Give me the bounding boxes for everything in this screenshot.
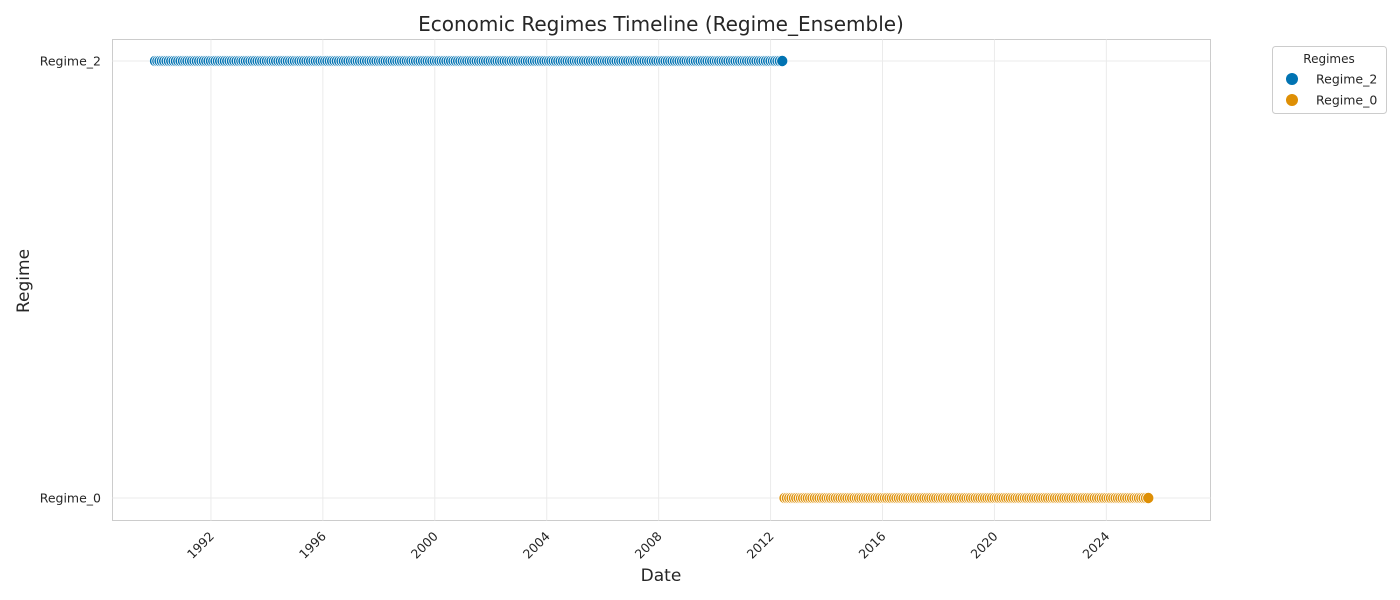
y-axis-label: Regime: [14, 249, 34, 313]
x-tick-label: 2020: [967, 528, 1000, 561]
legend-label-regime-0: Regime_0: [1316, 93, 1377, 108]
legend-label-regime-2: Regime_2: [1316, 72, 1377, 87]
x-tick-labels: 1992 1996 2000 2004 2008 2012 2016 2020 2024: [184, 528, 1113, 561]
x-tick-label: 2016: [856, 528, 889, 561]
data-point-regime-0: [1142, 491, 1155, 504]
x-tick-label: 1992: [184, 529, 217, 562]
chart-title: Economic Regimes Timeline (Regime_Ensemb…: [418, 12, 904, 36]
x-axis-label: Date: [641, 566, 682, 586]
legend: Regimes Regime_2 Regime_0: [1272, 46, 1387, 114]
legend-marker-regime-2: [1286, 73, 1298, 85]
plot-area: [112, 39, 1211, 521]
x-tick-label: 1996: [296, 528, 329, 561]
y-tick-labels: Regime_0 Regime_2: [40, 54, 101, 506]
x-tick-label: 2004: [520, 528, 553, 561]
data-point-regime-2: [776, 55, 789, 68]
y-tick-label: Regime_0: [40, 491, 101, 506]
x-tick-label: 2012: [744, 529, 777, 562]
legend-title: Regimes: [1303, 52, 1354, 66]
legend-box: [1272, 46, 1387, 114]
data-points: [148, 55, 1155, 504]
x-tick-label: 2000: [408, 528, 441, 561]
x-tick-label: 2024: [1079, 528, 1112, 561]
legend-marker-regime-0: [1286, 94, 1298, 106]
x-tick-label: 2008: [632, 528, 665, 561]
y-tick-label: Regime_2: [40, 54, 101, 69]
